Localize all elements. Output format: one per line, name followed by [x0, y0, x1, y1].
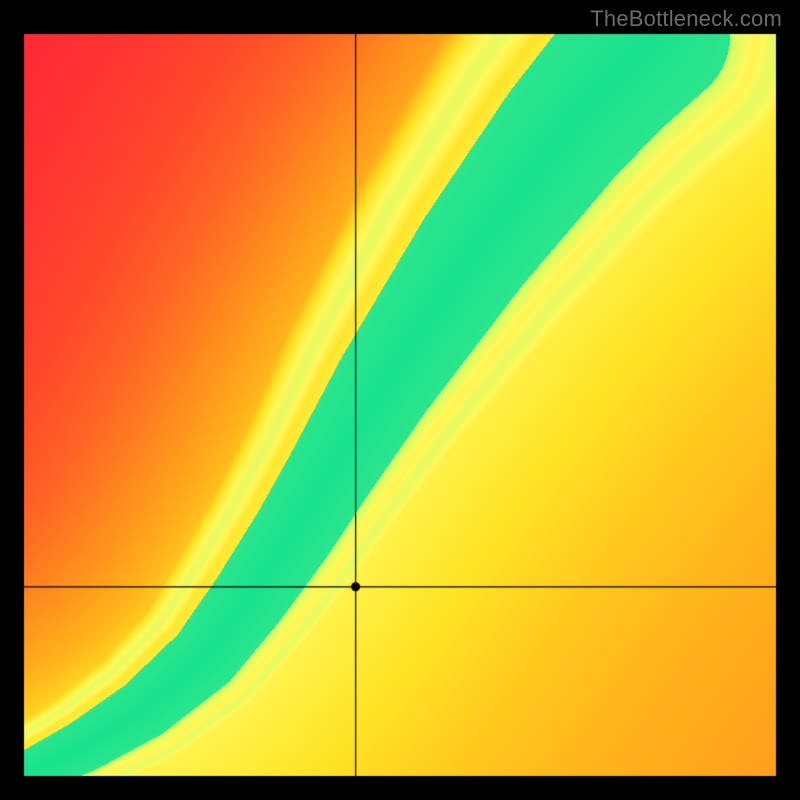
chart-container: TheBottleneck.com [0, 0, 800, 800]
watermark-text: TheBottleneck.com [590, 6, 782, 32]
heatmap-canvas [0, 0, 800, 800]
